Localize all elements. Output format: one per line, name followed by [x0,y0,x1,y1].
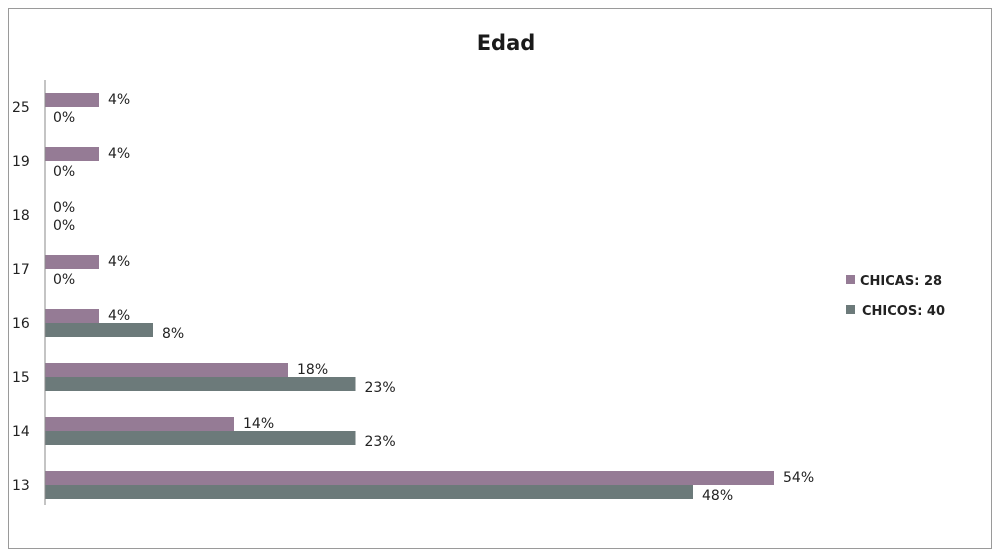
data-label-chicos-25: 0% [53,110,75,126]
data-label-chicos-15: 23% [365,380,396,396]
bar-chicos-16 [45,323,153,337]
data-label-chicos-17: 0% [53,272,75,288]
bar-chicas-16 [45,309,99,323]
y-tick-label-25: 25 [12,100,30,116]
y-tick-label-15: 15 [12,370,30,386]
y-tick-label-14: 14 [12,424,30,440]
plot-area: 25 4% 0% 19 4% 0% 18 0% 0% 17 4% 0% 16 4% 8% 15 18% 23% 14… [12,92,814,504]
legend-swatch-chicas [846,275,855,284]
legend-swatch-chicos [846,305,855,314]
data-label-chicos-18: 0% [53,218,75,234]
y-tick-label-16: 16 [12,316,30,332]
y-tick-label-18: 18 [12,208,30,224]
bar-chicas-14 [45,417,234,431]
data-label-chicas-18: 0% [53,200,75,216]
bar-chicos-13 [45,485,693,499]
y-tick-label-13: 13 [12,478,30,494]
data-label-chicas-16: 4% [108,308,130,324]
bar-chicas-13 [45,471,774,485]
bar-chicas-19 [45,147,99,161]
data-label-chicas-14: 14% [243,416,274,432]
bar-chicas-17 [45,255,99,269]
legend-label-chicas: CHICAS: 28 [860,274,942,289]
data-label-chicos-16: 8% [162,326,184,342]
data-label-chicas-25: 4% [108,92,130,108]
legend-label-chicos: CHICOS: 40 [862,304,945,319]
bar-chicas-25 [45,93,99,107]
bar-chicas-15 [45,363,288,377]
data-label-chicas-15: 18% [297,362,328,378]
bar-chicos-15 [45,377,356,391]
chart-frame [8,8,992,549]
data-label-chicos-14: 23% [365,434,396,450]
y-tick-label-19: 19 [12,154,30,170]
bar-chicos-14 [45,431,356,445]
data-label-chicas-19: 4% [108,146,130,162]
data-label-chicos-19: 0% [53,164,75,180]
chart-title: Edad [477,31,536,55]
data-label-chicas-17: 4% [108,254,130,270]
y-tick-label-17: 17 [12,262,30,278]
data-label-chicos-13: 48% [702,488,733,504]
legend: CHICAS: 28 CHICOS: 40 [846,274,945,319]
data-label-chicas-13: 54% [783,470,814,486]
